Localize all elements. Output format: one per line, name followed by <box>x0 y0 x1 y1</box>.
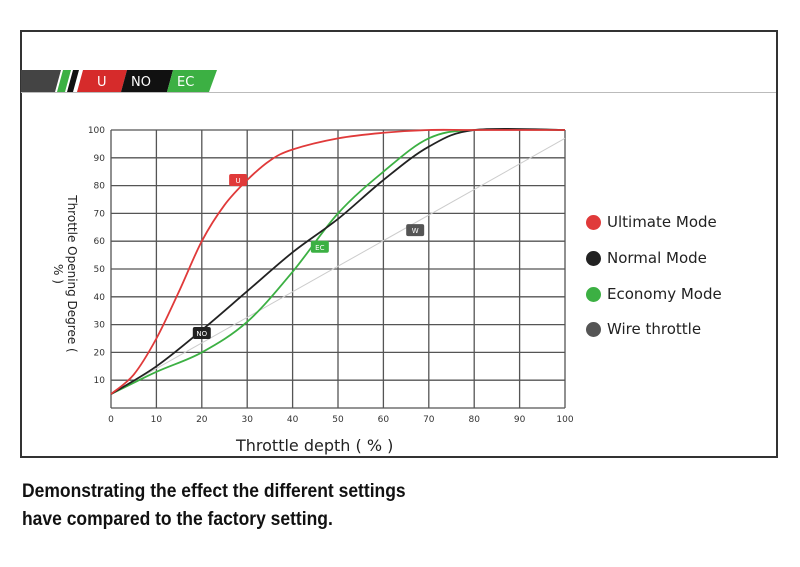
caption-line: have compared to the factory setting. <box>22 509 333 530</box>
series-tag-label: W <box>412 227 419 235</box>
x-tick-label: 100 <box>556 415 573 425</box>
caption: Demonstrating the effect the different s… <box>22 478 406 534</box>
x-tick-label: 80 <box>468 415 480 425</box>
x-tick-label: 40 <box>287 415 299 425</box>
series-line-u <box>110 128 565 395</box>
y-tick-label: 10 <box>94 376 106 386</box>
series-tag-u <box>229 174 248 187</box>
y-tick-label: 90 <box>94 154 106 164</box>
series-line-no <box>110 127 566 395</box>
x-tick-label: 10 <box>151 415 163 425</box>
y-tick-label: 70 <box>94 209 106 219</box>
x-tick-label: 60 <box>378 415 390 425</box>
x-tick-label: 70 <box>423 415 435 425</box>
x-tick-label: 0 <box>108 415 114 425</box>
legend-dot-icon <box>586 286 601 302</box>
y-tick-label: 60 <box>94 237 106 247</box>
y-tick-label: 40 <box>94 293 106 303</box>
y-axis-label: Throttle Opening Degree ( % ) <box>51 195 79 353</box>
y-tick-label: 50 <box>94 265 106 275</box>
x-tick-label: 30 <box>241 415 253 425</box>
series-tag-no <box>192 326 211 339</box>
legend-dot-icon <box>586 250 601 266</box>
x-tick-label: 50 <box>332 415 344 425</box>
series-line-w <box>110 137 566 395</box>
y-tick-label: 100 <box>88 126 105 136</box>
banner-u: U <box>97 75 107 90</box>
series-tag-label: EC <box>315 244 324 252</box>
chart-frame <box>20 30 778 458</box>
series-line-ec <box>110 128 566 395</box>
x-tick-label: 90 <box>514 415 526 425</box>
banner-no: NO <box>131 75 151 90</box>
banner-ec: EC <box>177 75 194 90</box>
series-tag-w <box>406 224 425 237</box>
caption-line: Demonstrating the effect the different s… <box>22 481 406 502</box>
legend-economy: Economy Mode <box>586 285 722 303</box>
legend-dot-icon <box>586 214 601 230</box>
x-tick-label: 20 <box>196 415 208 425</box>
series-tag-ec <box>310 240 329 253</box>
series-tag-label: U <box>236 177 241 185</box>
legend-normal: Normal Mode <box>586 249 707 267</box>
y-tick-label: 20 <box>94 348 106 358</box>
y-tick-label: 30 <box>94 321 106 331</box>
legend-dot-icon <box>586 321 601 337</box>
x-axis-label: Throttle depth ( % ) <box>236 436 394 455</box>
banner-divider <box>21 92 776 93</box>
y-tick-label: 80 <box>94 182 106 192</box>
legend-ultimate: Ultimate Mode <box>586 213 717 231</box>
legend-wire: Wire throttle <box>586 320 701 338</box>
mode-banner-logo: U NO EC <box>21 70 217 92</box>
series-tag-label: NO <box>196 330 207 338</box>
